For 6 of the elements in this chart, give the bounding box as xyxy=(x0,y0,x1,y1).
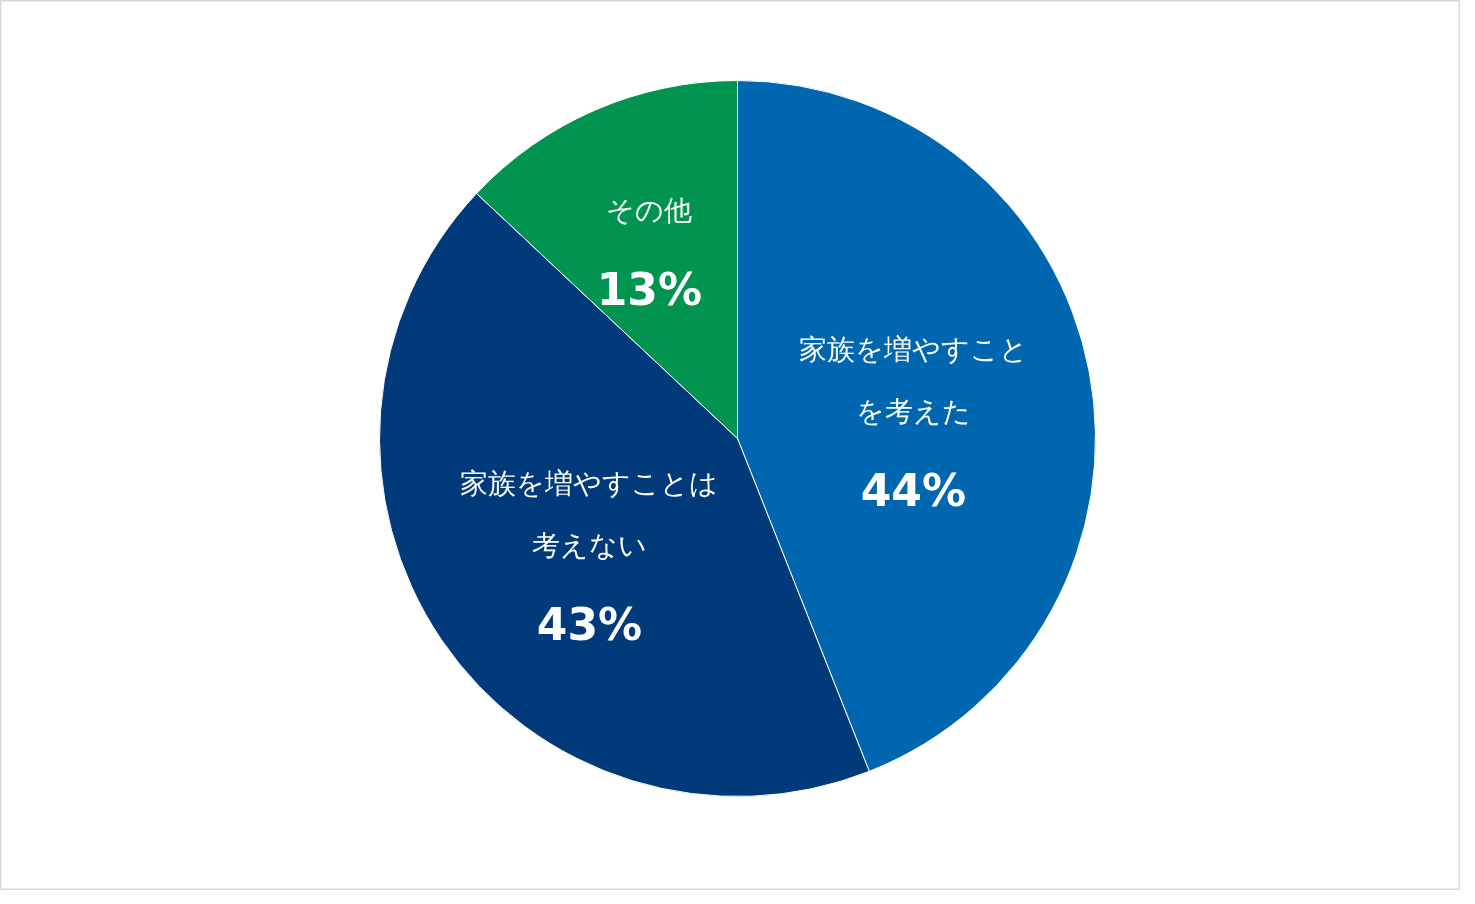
data-label: 44% xyxy=(860,464,966,516)
slice-label: 家族を増やすことを考えた xyxy=(798,332,1028,428)
data-label: 43% xyxy=(536,599,643,651)
slice-label: 家族を増やすことは考えない xyxy=(460,467,719,563)
slice-label: その他 xyxy=(606,193,693,227)
data-label: 13% xyxy=(596,263,703,315)
